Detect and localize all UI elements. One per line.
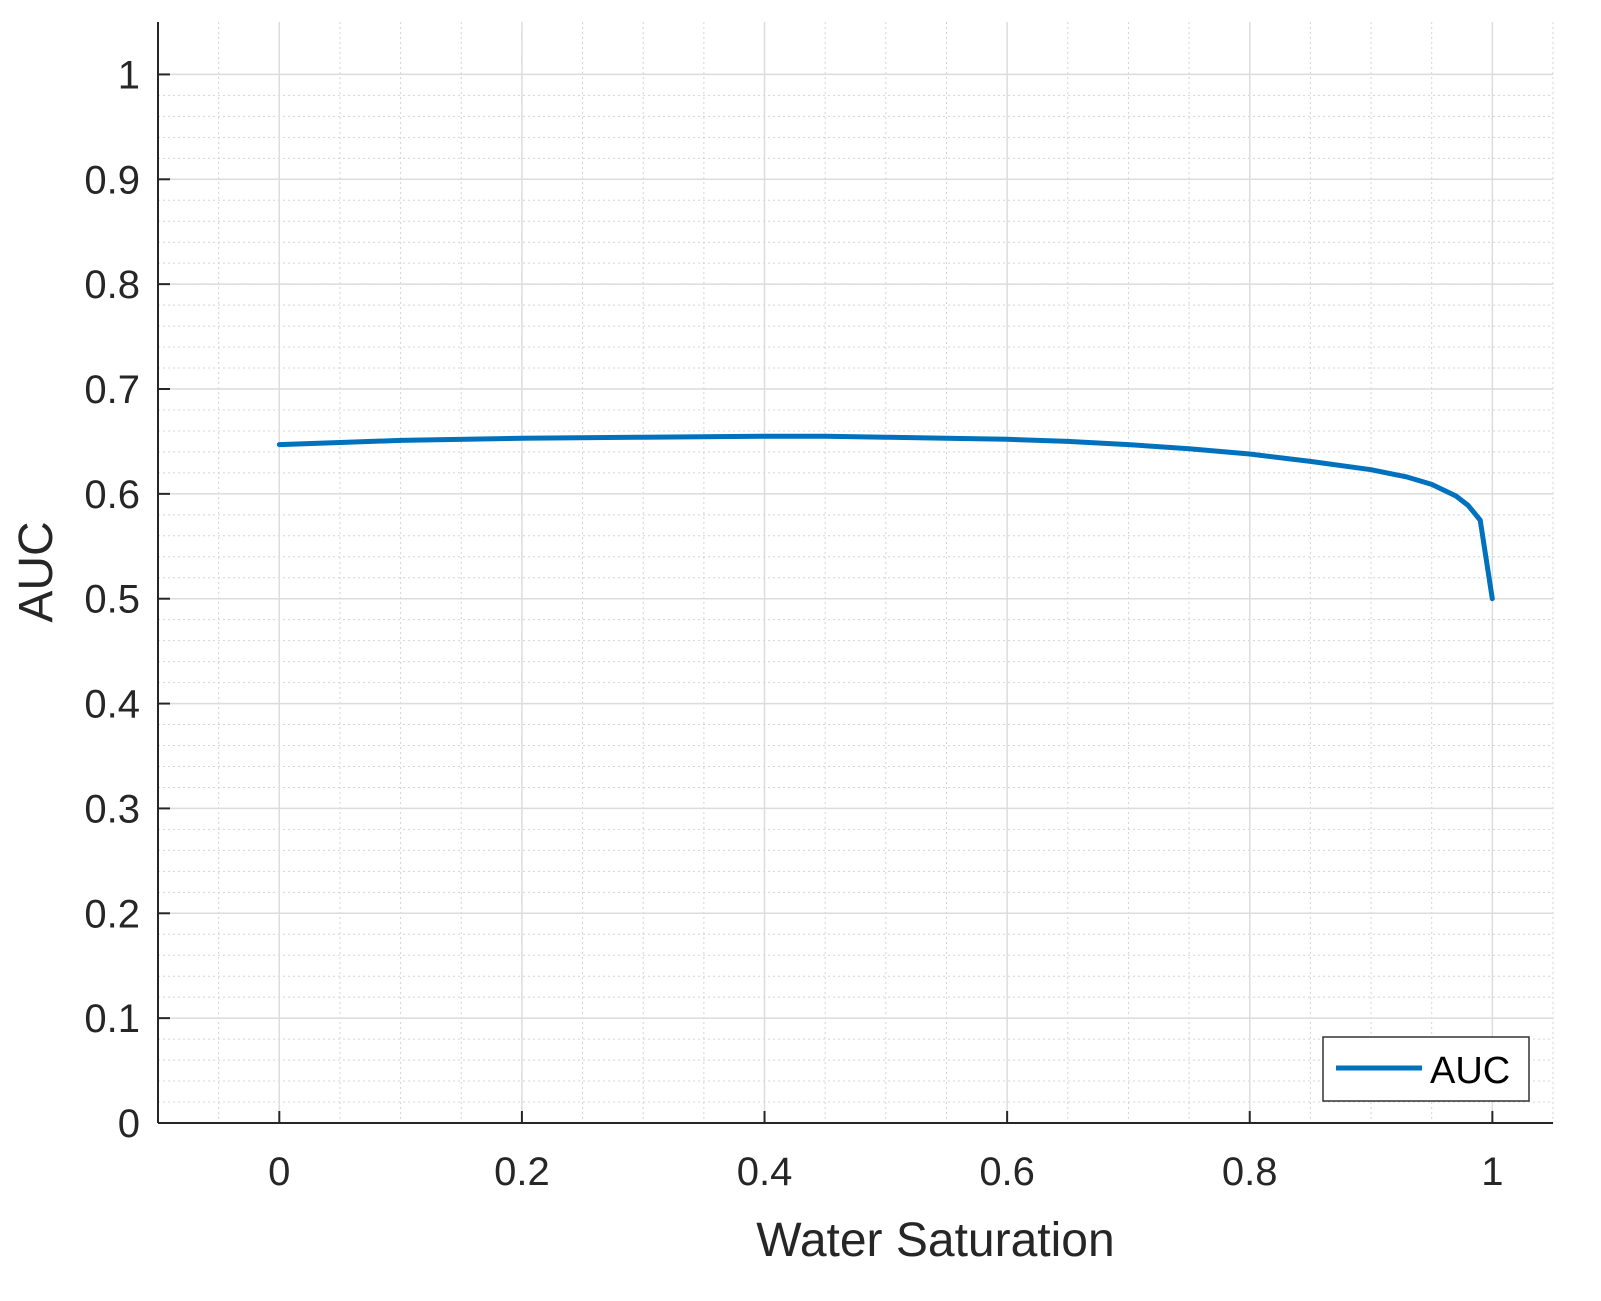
y-tick-label: 0.5 [84, 578, 140, 622]
y-tick-label: 0.4 [84, 683, 140, 727]
y-axis-label: AUC [10, 521, 63, 622]
legend-label-auc: AUC [1430, 1050, 1510, 1092]
grid [157, 22, 1554, 1124]
x-tick-label: 0.8 [1222, 1150, 1278, 1194]
y-tick-label: 0.3 [84, 787, 140, 831]
series-line-auc [276, 433, 1495, 602]
x-tick-label: 1 [1481, 1150, 1503, 1194]
legend: AUC [1322, 1036, 1530, 1102]
x-tick-label: 0 [268, 1150, 290, 1194]
y-tick-label: 0.8 [84, 263, 140, 307]
series-layer [276, 433, 1495, 602]
y-tick-label: 1 [118, 53, 140, 97]
x-tick-label: 0.6 [979, 1150, 1035, 1194]
y-tick-label: 0.7 [84, 368, 140, 412]
tick-labels: 0 0.1 0.2 0.3 0.4 0.5 0.6 0.7 0.8 0.9 1 0 0.2 0.4 0.6 0… [84, 53, 1503, 1194]
y-tick-label: 0.1 [84, 997, 140, 1041]
x-tick-label: 0.4 [737, 1150, 793, 1194]
y-tick-label: 0.9 [84, 158, 140, 202]
y-tick-label: 0 [118, 1102, 140, 1146]
x-tick-label: 0.2 [494, 1150, 550, 1194]
y-tick-label: 0.2 [84, 892, 140, 936]
axes [157, 22, 1553, 1124]
y-tick-label: 0.6 [84, 473, 140, 517]
x-axis-label: Water Saturation [756, 1214, 1114, 1267]
